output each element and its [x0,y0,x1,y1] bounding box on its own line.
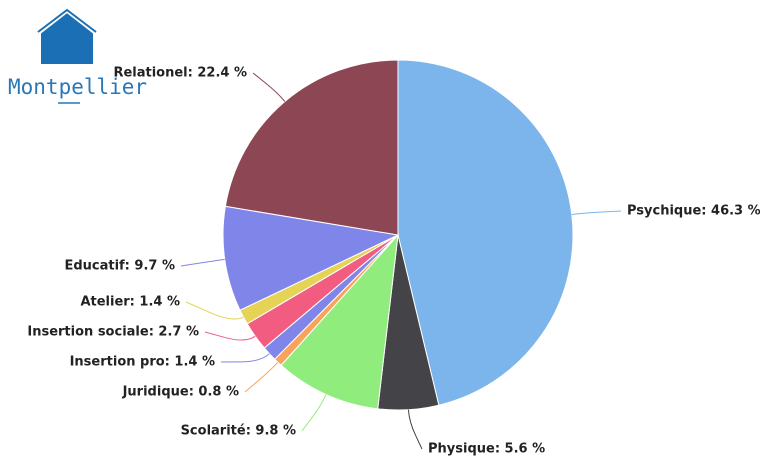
connector [244,361,279,393]
connector [407,409,423,450]
logo-house [39,10,95,66]
data-label: Educatif: 9.7 % [64,259,175,274]
data-label: Relationel: 22.4 % [113,66,247,81]
connector [301,394,327,432]
data-label: Insertion pro: 1.4 % [70,355,215,370]
data-label: Physique: 5.6 % [428,442,545,457]
pie-slice [280,233,399,410]
logo-text: Montpellier [8,75,147,99]
connector [204,331,256,341]
data-label: Juridique: 0.8 % [122,385,239,400]
logo: Montpellier [8,8,147,104]
data-label: Psychique: 46.3 % [627,204,760,219]
pie-slice [224,59,399,236]
connector [220,353,270,363]
data-label: Atelier: 1.4 % [80,295,180,310]
data-label: Insertion sociale: 2.7 % [27,325,199,340]
connector [252,72,286,102]
connector [571,210,622,215]
connector [185,301,244,320]
pie-slice [397,59,574,406]
connector [180,258,225,267]
logo-roof [37,8,97,33]
data-label: Scolarité: 9.8 % [181,424,296,439]
